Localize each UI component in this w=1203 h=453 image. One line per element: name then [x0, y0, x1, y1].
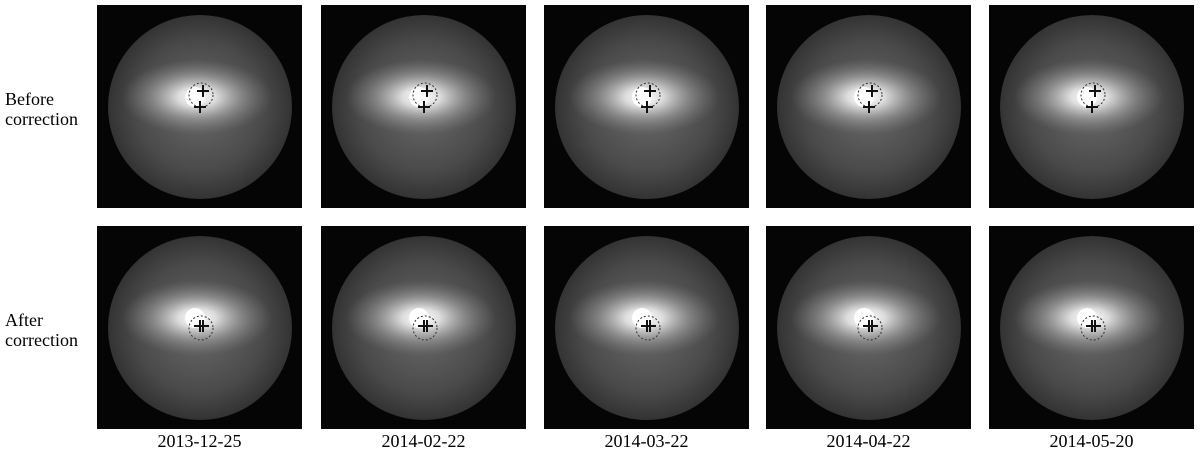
image-panel: [766, 5, 971, 208]
row-label: correction: [5, 330, 78, 350]
image-panel: [97, 5, 302, 208]
column-label: 2014-03-22: [605, 431, 689, 451]
column-label: 2014-02-22: [382, 431, 466, 451]
row-label: After: [5, 310, 43, 330]
image-panel: [321, 226, 526, 429]
panels: [97, 5, 1194, 429]
image-panel: [989, 226, 1194, 429]
image-panel: [766, 226, 971, 429]
column-label: 2014-04-22: [827, 431, 911, 451]
image-panel: [544, 226, 749, 429]
image-panel: [989, 5, 1194, 208]
image-panel: [321, 5, 526, 208]
figure: BeforecorrectionAftercorrection2013-12-2…: [0, 0, 1203, 453]
image-panel: [544, 5, 749, 208]
row-label: correction: [5, 109, 78, 129]
image-panel: [97, 226, 302, 429]
row-label: Before: [5, 89, 54, 109]
column-label: 2013-12-25: [158, 431, 242, 451]
column-label: 2014-05-20: [1050, 431, 1134, 451]
